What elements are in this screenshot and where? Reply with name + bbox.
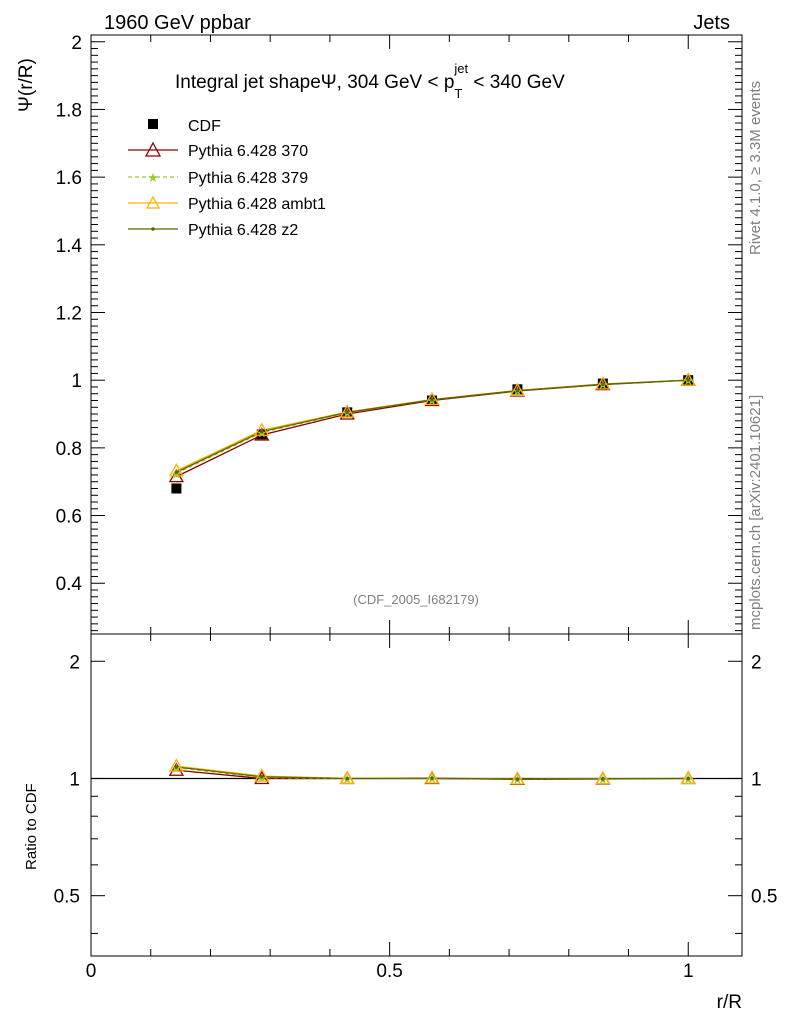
- y-tick-label: 1.6: [56, 168, 82, 189]
- title-sub: T: [454, 86, 462, 101]
- legend-label-cdf: CDF: [188, 118, 221, 135]
- ratio-point-3: [430, 776, 434, 780]
- y-tick-label: 0.6: [56, 507, 82, 528]
- legend-marker-cdf: [148, 119, 158, 129]
- series-point-3: [174, 470, 179, 475]
- ratio-point-2: [424, 770, 440, 784]
- ratio-y-tick-label-right: 2: [751, 652, 762, 673]
- ratio-point-1: ★: [256, 771, 268, 786]
- series-point-2: [680, 372, 696, 386]
- ratio-point-3: [686, 776, 691, 781]
- ratio-plot-frame: [90, 633, 743, 957]
- legend-label-ambt1: Pythia 6.428 ambt1: [188, 196, 326, 213]
- legend-label-370: Pythia 6.428 370: [188, 143, 308, 160]
- ratio-point-0: [168, 762, 185, 776]
- x-tick-label: 0.5: [376, 961, 402, 982]
- series-point-3: [345, 410, 350, 415]
- series-point-2: [168, 463, 185, 477]
- ratio-y-tick-label: 2: [69, 652, 80, 673]
- series-point-1: ★: [256, 427, 268, 442]
- title-suffix: < 340 GeV: [468, 72, 565, 93]
- title-sup: jet: [453, 61, 468, 76]
- legend-label-z2: Pythia 6.428 z2: [188, 222, 298, 239]
- legend-marker-370: [144, 141, 162, 157]
- ratio-y-tick-label: 0.5: [54, 887, 80, 908]
- series-point-3: [686, 378, 691, 382]
- legend-marker-379: ★: [147, 171, 159, 186]
- x-tick-label: 0: [86, 961, 97, 982]
- cdf-data-point: [171, 483, 182, 494]
- series-point-3: [430, 398, 434, 402]
- header-left: 1960 GeV ppbar: [104, 12, 251, 34]
- ratio-point-2: [339, 770, 355, 784]
- series-point-3: [601, 382, 605, 387]
- series-point-3: [260, 429, 264, 434]
- rivet-label: Rivet 4.1.0, ≥ 3.3M events: [747, 81, 764, 255]
- ratio-y-tick-label-right: 1: [751, 769, 762, 790]
- legend: CDF Pythia 6.428 370 ★ Pythia 6.428 379 …: [128, 118, 326, 239]
- series-point-2: [509, 382, 526, 396]
- ratio-point-1: ★: [171, 762, 183, 777]
- series-point-2: [424, 391, 440, 406]
- ratio-point-3: [345, 776, 350, 781]
- ratio-y-tick-label-right: 0.5: [751, 887, 777, 908]
- y-tick-label: 1.4: [56, 236, 83, 257]
- series-point-0: [254, 427, 270, 441]
- y-tick-label: 2: [71, 33, 82, 54]
- ratio-point-3: [601, 777, 605, 781]
- series-point-1: ★: [341, 407, 353, 422]
- analysis-watermark: (CDF_2005_I682179): [353, 592, 479, 607]
- header-right: Jets: [693, 12, 730, 34]
- y-tick-label: 1: [71, 371, 82, 392]
- legend-marker-ambt1: [145, 195, 161, 209]
- y-tick-label: 0.4: [56, 574, 83, 595]
- legend-label-379: Pythia 6.428 379: [188, 170, 308, 187]
- cdf-data-point: [256, 429, 267, 440]
- ratio-point-3: [174, 765, 179, 769]
- x-axis-label: r/R: [717, 992, 742, 1013]
- ratio-y-tick-label: 1: [69, 769, 80, 790]
- ratio-point-0: [254, 770, 270, 785]
- y-tick-label: 0.8: [56, 439, 82, 460]
- mcplots-label: mcplots.cern.ch [arXiv:2401.10621]: [747, 395, 764, 630]
- series-point-2: [339, 404, 355, 418]
- ratio-point-2: [595, 770, 611, 785]
- x-tick-label: 1: [683, 961, 694, 982]
- ratio-point-2: [168, 758, 185, 772]
- ratio-point-2: [254, 768, 270, 782]
- series-point-0: [339, 406, 355, 420]
- y-axis-label: Ψ(r/R): [16, 58, 37, 112]
- legend-marker-z2: [151, 227, 155, 231]
- ratio-point-3: [260, 774, 264, 779]
- axes: 0 0.5 1 0.4 0.6 0.8 1 1.2 1.4 1.6 1.8 2 0.5 0.5 1 1 2 2: [54, 33, 778, 982]
- series-point-2: [254, 422, 270, 436]
- plot-area: ★★★★★★★★★★★★★★: [91, 372, 742, 788]
- ratio-y-axis-label: Ratio to CDF: [23, 783, 40, 870]
- y-tick-label: 1.2: [56, 304, 82, 325]
- series-point-2: [595, 376, 611, 390]
- series-point-1: ★: [171, 467, 183, 482]
- y-tick-label: 1.8: [56, 100, 82, 121]
- series-point-3: [515, 388, 520, 393]
- title-prefix: Integral jet shapeΨ, 304 GeV < p: [175, 72, 454, 93]
- ratio-point-3: [515, 777, 520, 781]
- ratio-point-2: [509, 771, 526, 785]
- ratio-point-2: [680, 770, 696, 785]
- chart-title: Integral jet shapeΨ, 304 GeV < pTjet < 3…: [175, 61, 565, 101]
